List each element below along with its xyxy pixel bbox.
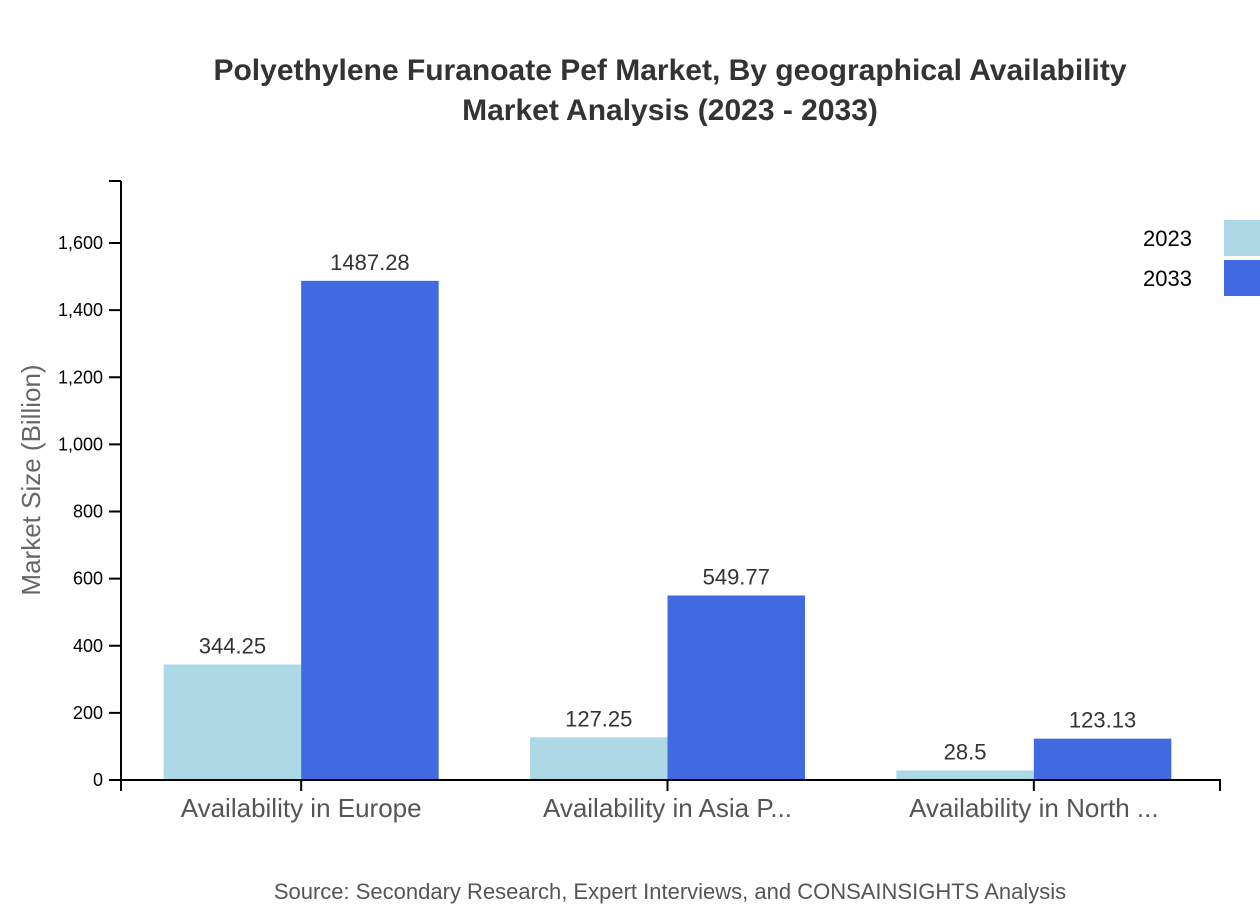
y-tick-label: 1,200 [58, 367, 103, 387]
y-axis: 0 200 400 600 800 1,000 1,200 1,400 1,600 [58, 180, 122, 790]
bar-2033 [301, 280, 439, 780]
bar-2033 [1033, 738, 1172, 780]
y-tick-label: 1,000 [58, 434, 103, 454]
y-tick-label: 600 [73, 569, 103, 589]
bar-group: 28.5 123.13 [896, 708, 1172, 780]
bar-2033 [667, 595, 805, 780]
legend-swatch [1224, 220, 1260, 256]
chart-title: Polyethylene Furanoate Pef Market, By ge… [213, 54, 1126, 127]
bar-2023 [163, 664, 302, 780]
y-tick-label: 1,400 [58, 300, 103, 320]
legend-item-2023: 2023 [1143, 220, 1260, 256]
legend: 2023 2033 [1143, 220, 1260, 296]
bars: 344.25 1487.28 127.25 549.77 28.5 123.13 [163, 250, 1172, 780]
y-tick-label: 1,600 [58, 233, 103, 253]
x-axis: Availability in Europe Availability in As… [120, 779, 1221, 823]
bar-2023 [896, 770, 1034, 780]
legend-label: 2023 [1143, 226, 1192, 251]
bar-group: 344.25 1487.28 [163, 250, 439, 780]
x-category-label: Availability in Europe [181, 793, 422, 823]
value-label: 28.5 [944, 739, 987, 764]
legend-label: 2033 [1143, 266, 1192, 291]
y-tick-label: 0 [93, 770, 103, 790]
value-label: 549.77 [703, 564, 770, 589]
title-line-2: Market Analysis (2023 - 2033) [462, 94, 878, 127]
x-category-label: Availability in Asia P... [543, 793, 792, 823]
y-tick-label: 200 [73, 703, 103, 723]
value-label: 127.25 [565, 706, 632, 731]
x-category-label: Availability in North ... [909, 793, 1159, 823]
y-tick-label: 400 [73, 636, 103, 656]
bar-2023 [530, 737, 668, 780]
bar-group: 127.25 549.77 [530, 564, 805, 780]
legend-item-2033: 2033 [1143, 260, 1260, 296]
value-label: 1487.28 [330, 250, 410, 275]
y-tick-label: 800 [73, 502, 103, 522]
source-note: Source: Secondary Research, Expert Inter… [274, 879, 1066, 904]
title-line-1: Polyethylene Furanoate Pef Market, By ge… [213, 54, 1126, 87]
y-axis-label: Market Size (Billion) [16, 364, 46, 595]
legend-swatch [1224, 260, 1260, 296]
value-label: 123.13 [1069, 708, 1136, 733]
value-label: 344.25 [199, 633, 266, 658]
